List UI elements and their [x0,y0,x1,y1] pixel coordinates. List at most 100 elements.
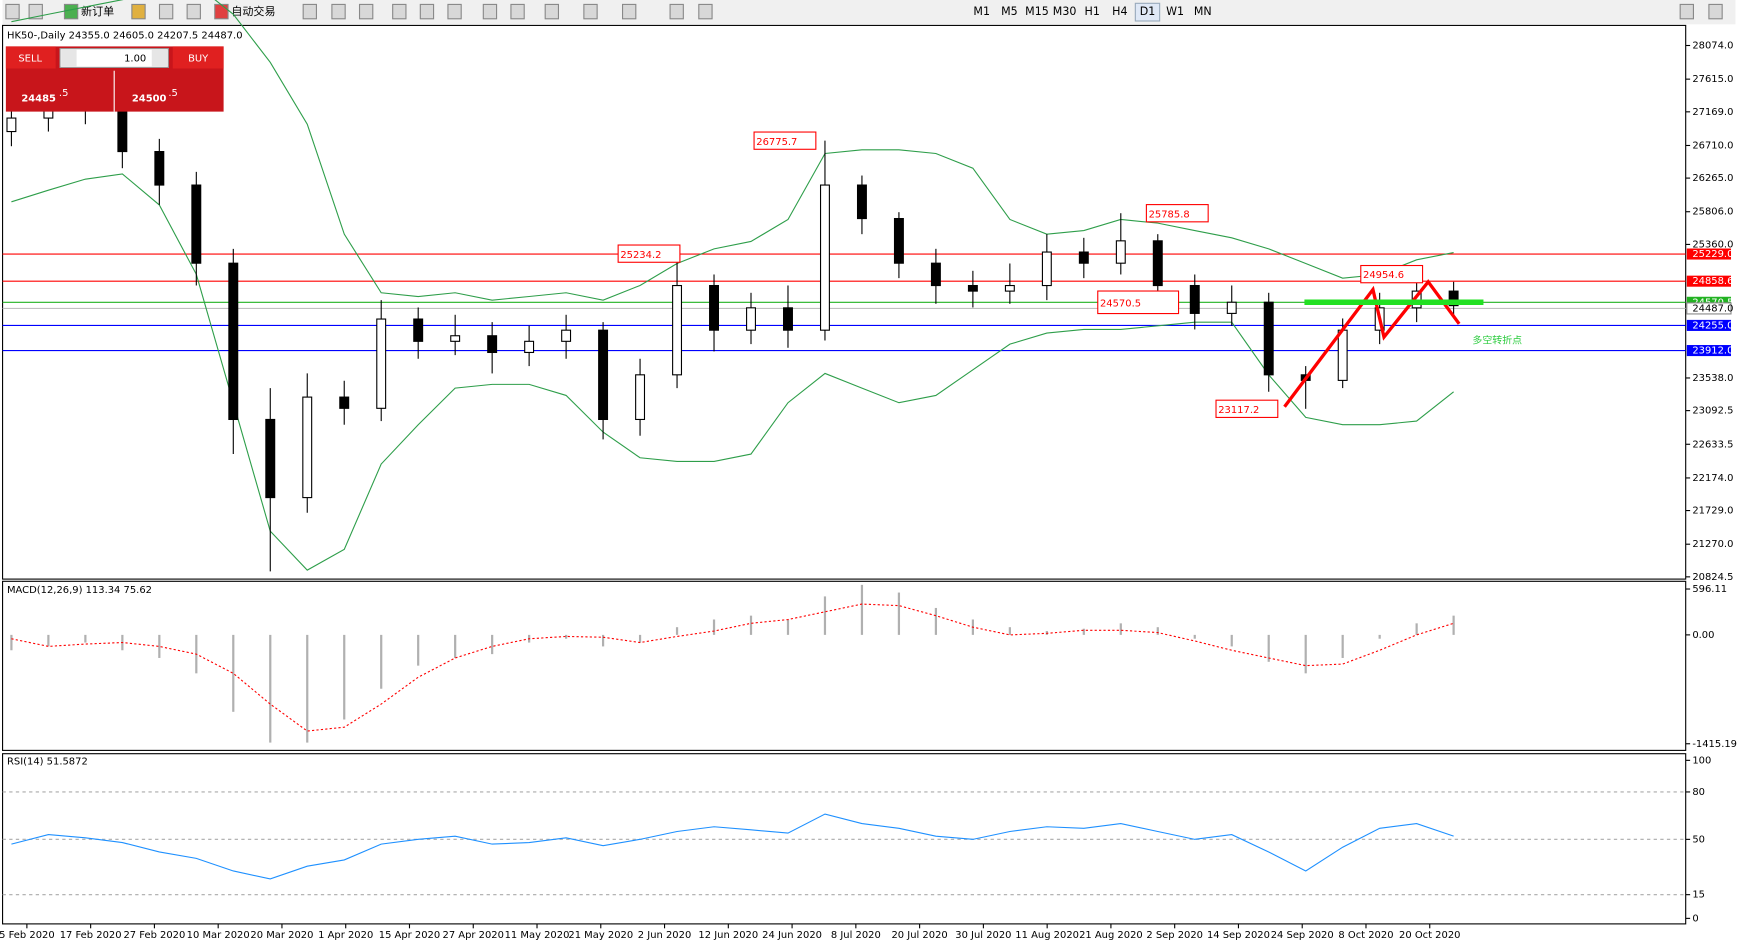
x-tick-label: 14 Sep 2020 [1207,930,1270,941]
x-tick-label: 5 Feb 2020 [0,930,55,941]
candle-body [191,184,202,264]
lots[interactable]: 1.00 [124,54,146,65]
timeframe[interactable]: M15 [1025,5,1049,18]
macd-bar [343,634,346,720]
icon[interactable] [482,3,498,20]
icon[interactable] [131,3,146,20]
y-tick-label: 100 [1692,755,1711,766]
icon[interactable] [28,3,43,20]
x-tick-label: 17 Feb 2020 [60,930,122,941]
x-tick-label: 20 Jul 2020 [891,930,947,941]
order-panel: SELL BUY 1.00 24485 .5 24500 .5 [5,46,224,112]
buy-price[interactable]: 24500 [132,93,167,104]
y-tick-label: 28074.0 [1692,41,1733,52]
candle-body [856,184,867,220]
macd-signal [11,603,1454,732]
candle-body [1448,290,1459,307]
sell-button[interactable] [5,46,56,69]
candle-body [339,396,350,409]
macd-bar [1267,634,1270,662]
level-label-bg [1686,248,1732,260]
icon[interactable] [186,3,201,20]
toolbar [2,0,1736,25]
y-tick-label: 25360.0 [1692,239,1733,250]
macd-bar [749,615,753,635]
candle-body [1041,251,1052,287]
y-tick-label: 22633.5 [1692,439,1733,450]
icon[interactable] [214,3,229,20]
icon[interactable] [331,3,346,20]
icon[interactable] [510,3,525,20]
timeframe[interactable]: M30 [1053,5,1077,18]
timeframe-active [1134,2,1161,22]
lots-down[interactable] [61,49,77,67]
icon[interactable] [358,3,374,20]
icon[interactable] [419,3,435,20]
price-annotation-box [617,244,681,263]
y-tick-label: 20824.5 [1692,572,1733,583]
timeframe[interactable]: H4 [1112,5,1127,18]
icon[interactable] [1708,3,1723,20]
auto-trading[interactable]: 自动交易 [231,4,275,18]
timeframe[interactable]: W1 [1166,5,1184,18]
macd-bar [269,634,272,743]
buy-label[interactable]: BUY [188,54,209,65]
candle-body [154,151,165,186]
timeframe[interactable]: H1 [1085,5,1100,18]
candle-body [450,335,461,342]
icon[interactable] [392,3,407,20]
lots-up[interactable] [151,49,168,67]
buy-digits[interactable]: .5 [168,88,177,99]
icon[interactable] [158,3,174,20]
timeframe[interactable]: D1 [1140,5,1156,18]
sell-digits[interactable]: .5 [59,88,68,99]
macd-bar [232,634,235,712]
candle-body [1078,251,1089,264]
icon[interactable] [544,3,560,20]
macd-bar [1230,634,1233,647]
lots-input[interactable] [59,48,169,68]
sell-label[interactable]: SELL [18,54,42,65]
timeframe[interactable]: MN [1194,5,1212,18]
icon[interactable] [447,3,462,20]
price-annotation-box [1145,204,1209,223]
price-annotation-box [753,131,817,150]
icon[interactable] [698,3,713,20]
x-tick-label: 15 Apr 2020 [379,930,440,941]
level-label-bg [1686,302,1732,315]
icon[interactable] [669,3,684,20]
macd-bar [1378,634,1381,639]
candle-body [302,396,313,499]
icon[interactable] [583,3,598,20]
macd-bar [1415,623,1418,635]
new-order[interactable]: 新订单 [81,4,114,18]
macd-bar [1341,634,1344,658]
x-tick-label: 24 Sep 2020 [1271,930,1334,941]
chart-title: HK50-,Daily 24355.0 24605.0 24207.5 2448… [7,30,243,41]
candle-body [561,329,572,342]
y-tick-label: 26265.0 [1692,173,1733,184]
macd-bar [1082,628,1085,635]
macd-bar [1156,627,1159,635]
timeframe[interactable]: M1 [973,5,990,18]
icon[interactable] [302,3,317,20]
x-tick-label: 12 Jun 2020 [698,930,758,941]
price-annotation-box [1097,290,1180,315]
icon[interactable] [5,3,20,20]
timeframe[interactable]: M5 [1001,5,1018,18]
candle-body [265,418,276,499]
buy-button[interactable] [172,46,224,69]
macd-bar [47,634,50,647]
y-tick-label: 23538.0 [1692,373,1733,384]
y-tick-label: 27615.0 [1692,74,1733,85]
candle-body [413,318,424,342]
sell-price[interactable]: 24485 [21,93,56,104]
icon[interactable] [622,3,637,20]
macd-bar [712,619,716,635]
search-icon[interactable] [1679,3,1694,20]
x-tick-label: 20 Oct 2020 [1399,930,1460,941]
x-tick-label: 27 Feb 2020 [123,930,185,941]
level-label: 25229.0 [1692,249,1733,260]
candle-body [1115,240,1126,264]
icon[interactable] [63,3,79,20]
